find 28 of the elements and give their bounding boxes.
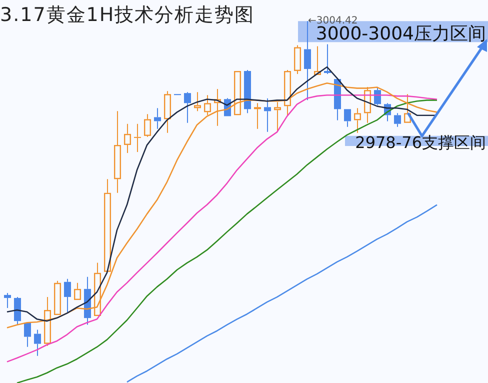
candlestick	[154, 108, 161, 130]
candlestick	[124, 123, 131, 154]
candlestick	[184, 92, 191, 124]
candlestick	[4, 292, 11, 309]
candlestick	[144, 114, 151, 138]
candlestick	[34, 329, 41, 356]
band-label: 2978-76支撑区间	[355, 133, 486, 152]
candlestick	[294, 44, 301, 74]
candlestick	[64, 278, 71, 313]
chart-title: 3.17黄金1H技术分析走势图	[0, 3, 255, 28]
candlestick	[194, 92, 201, 112]
candlestick	[74, 282, 81, 300]
candlestick	[84, 276, 91, 326]
candlestick	[254, 102, 261, 130]
candlestick	[104, 178, 111, 272]
candlestick	[274, 102, 281, 132]
candlestick	[354, 108, 361, 134]
candlestick	[114, 110, 121, 194]
candlestick	[324, 44, 331, 74]
candlestick	[394, 112, 401, 128]
candlestick	[344, 109, 351, 128]
candlestick	[264, 98, 271, 132]
candlestick	[244, 69, 251, 114]
candlestick	[134, 123, 141, 152]
candlestick	[164, 90, 171, 134]
candlestick	[54, 280, 61, 316]
candlestick	[94, 262, 101, 316]
candlestick	[204, 94, 211, 116]
